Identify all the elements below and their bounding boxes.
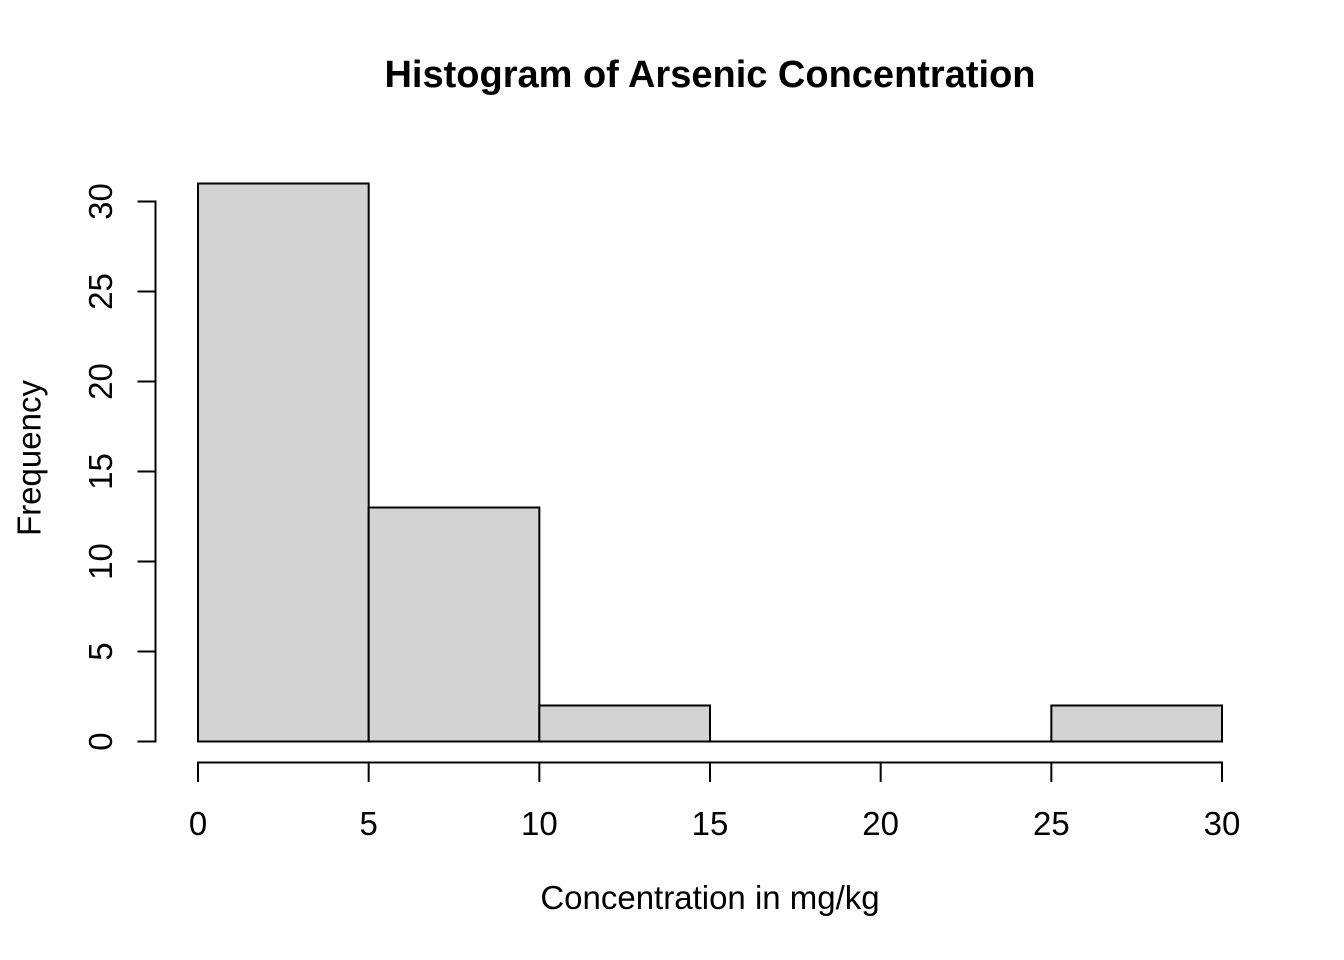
y-tick-label: 0 (82, 732, 119, 750)
histogram-bar (367, 506, 541, 743)
x-tick-label: 20 (862, 805, 899, 842)
y-tick-label: 10 (82, 543, 119, 580)
x-tick-label: 30 (1204, 805, 1241, 842)
x-axis-label: Concentration in mg/kg (540, 879, 880, 916)
histogram-bar (197, 182, 370, 743)
x-tick-label: 0 (189, 805, 207, 842)
y-tick-label: 5 (82, 642, 119, 660)
x-tick-label: 5 (359, 805, 377, 842)
histogram-bar (1050, 704, 1224, 743)
y-axis-label: Frequency (10, 380, 48, 536)
y-tick-label: 25 (82, 273, 119, 310)
x-tick-label: 25 (1033, 805, 1070, 842)
x-tick-label: 15 (692, 805, 729, 842)
histogram-bar (538, 704, 711, 743)
y-tick-label: 15 (82, 453, 119, 490)
x-tick-label: 10 (521, 805, 558, 842)
chart-title: Histogram of Arsenic Concentration (384, 54, 1036, 96)
y-tick-label: 30 (82, 183, 119, 220)
y-tick-label: 20 (82, 363, 119, 400)
